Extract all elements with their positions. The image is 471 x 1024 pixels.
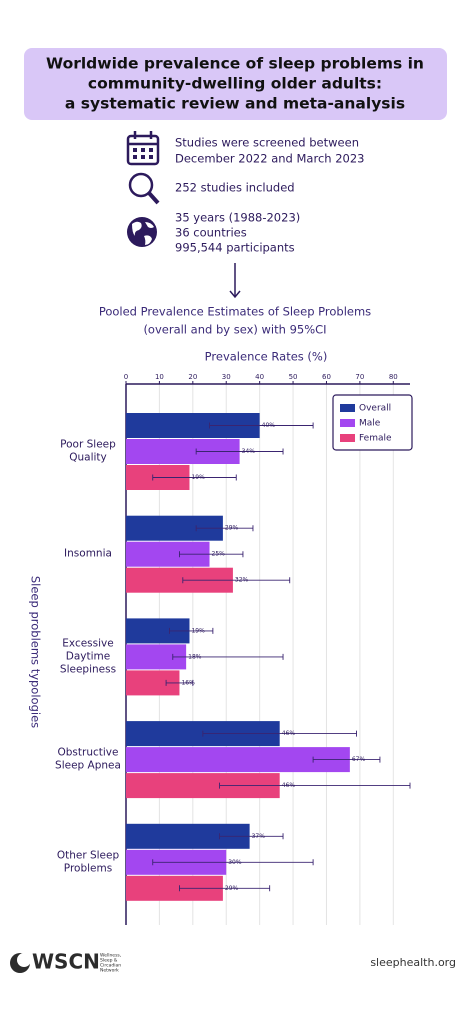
error-bar	[165, 679, 194, 686]
error-bar	[202, 730, 357, 737]
error-bar	[209, 422, 314, 429]
data-label: 16%	[181, 679, 195, 686]
error-bar	[195, 525, 254, 532]
y-tick-label: Excessive Daytime Sleepiness	[60, 637, 116, 675]
error-bar	[172, 653, 284, 660]
error-bar	[168, 627, 214, 634]
x-tick-label: 0	[124, 373, 128, 381]
footer-url: sleephealth.org	[370, 956, 456, 969]
y-tick-label: Other Sleep Problems	[57, 849, 120, 874]
data-label: 18%	[188, 653, 202, 660]
data-label: 46%	[282, 782, 296, 789]
error-bar	[152, 474, 237, 481]
legend-label: Female	[359, 434, 392, 444]
legend-swatch	[340, 419, 355, 427]
error-bar	[179, 885, 271, 892]
data-label: 40%	[262, 422, 276, 429]
search-icon	[128, 172, 160, 205]
legend-label: Male	[359, 419, 381, 429]
error-bar	[179, 551, 244, 558]
info-text: December 2022 and March 2023	[175, 152, 364, 166]
y-tick-label: Insomnia	[64, 548, 112, 560]
data-label: 67%	[352, 756, 366, 763]
info-text: 252 studies included	[175, 181, 295, 195]
legend-swatch	[340, 434, 355, 442]
x-tick-label: 80	[389, 373, 398, 381]
x-tick-label: 50	[289, 373, 298, 381]
y-axis-label: Sleep problems typologies	[29, 576, 43, 728]
logo-sub: Sleep &	[100, 958, 118, 964]
chart-title: Pooled Prevalence Estimates of Sleep Pro…	[99, 305, 371, 319]
logo-sub: Network	[100, 968, 119, 974]
title-line: a systematic review and meta-analysis	[65, 95, 405, 113]
error-bar	[219, 833, 284, 840]
logo-text: WSCN	[32, 950, 100, 974]
legend-swatch	[340, 404, 355, 412]
data-label: 32%	[235, 577, 249, 584]
data-label: 29%	[225, 885, 239, 892]
error-bar	[182, 577, 291, 584]
data-label: 19%	[191, 627, 205, 634]
data-label: 29%	[225, 525, 239, 532]
info-text: 35 years (1988-2023)	[175, 211, 300, 225]
info-text: Studies were screened between	[175, 136, 359, 150]
logo-sub: Circadian	[100, 963, 121, 969]
bar	[126, 747, 350, 773]
x-tick-label: 30	[222, 373, 231, 381]
calendar-icon	[126, 131, 160, 166]
x-axis-label: Prevalence Rates (%)	[205, 350, 328, 364]
info-text: 995,544 participants	[175, 241, 295, 255]
data-label: 25%	[212, 551, 226, 558]
footer-logo	[10, 953, 31, 973]
title-box	[24, 48, 447, 120]
data-label: 19%	[191, 474, 205, 481]
title-line: Worldwide prevalence of sleep problems i…	[46, 55, 424, 73]
x-tick-label: 70	[355, 373, 364, 381]
x-tick-label: 40	[255, 373, 264, 381]
data-label: 37%	[252, 833, 266, 840]
error-bar	[219, 782, 411, 789]
x-tick-label: 20	[188, 373, 197, 381]
legend-label: Overall	[359, 404, 391, 414]
x-tick-label: 10	[155, 373, 164, 381]
y-tick-label: Obstructive Sleep Apnea	[55, 747, 121, 772]
error-bar	[195, 448, 284, 455]
arrow	[229, 263, 241, 299]
y-tick-label: Poor Sleep Quality	[60, 439, 116, 464]
info-text: 36 countries	[175, 226, 247, 240]
error-bar	[152, 859, 314, 866]
globe-icon	[127, 217, 157, 247]
logo-sub: Wellness,	[100, 953, 121, 959]
error-bar	[312, 756, 381, 763]
chart-title: (overall and by sex) with 95%CI	[143, 323, 326, 337]
data-label: 30%	[228, 859, 242, 866]
x-tick-label: 60	[322, 373, 331, 381]
data-label: 34%	[242, 448, 256, 455]
data-label: 46%	[282, 730, 296, 737]
title-line: community-dwelling older adults:	[88, 75, 382, 93]
